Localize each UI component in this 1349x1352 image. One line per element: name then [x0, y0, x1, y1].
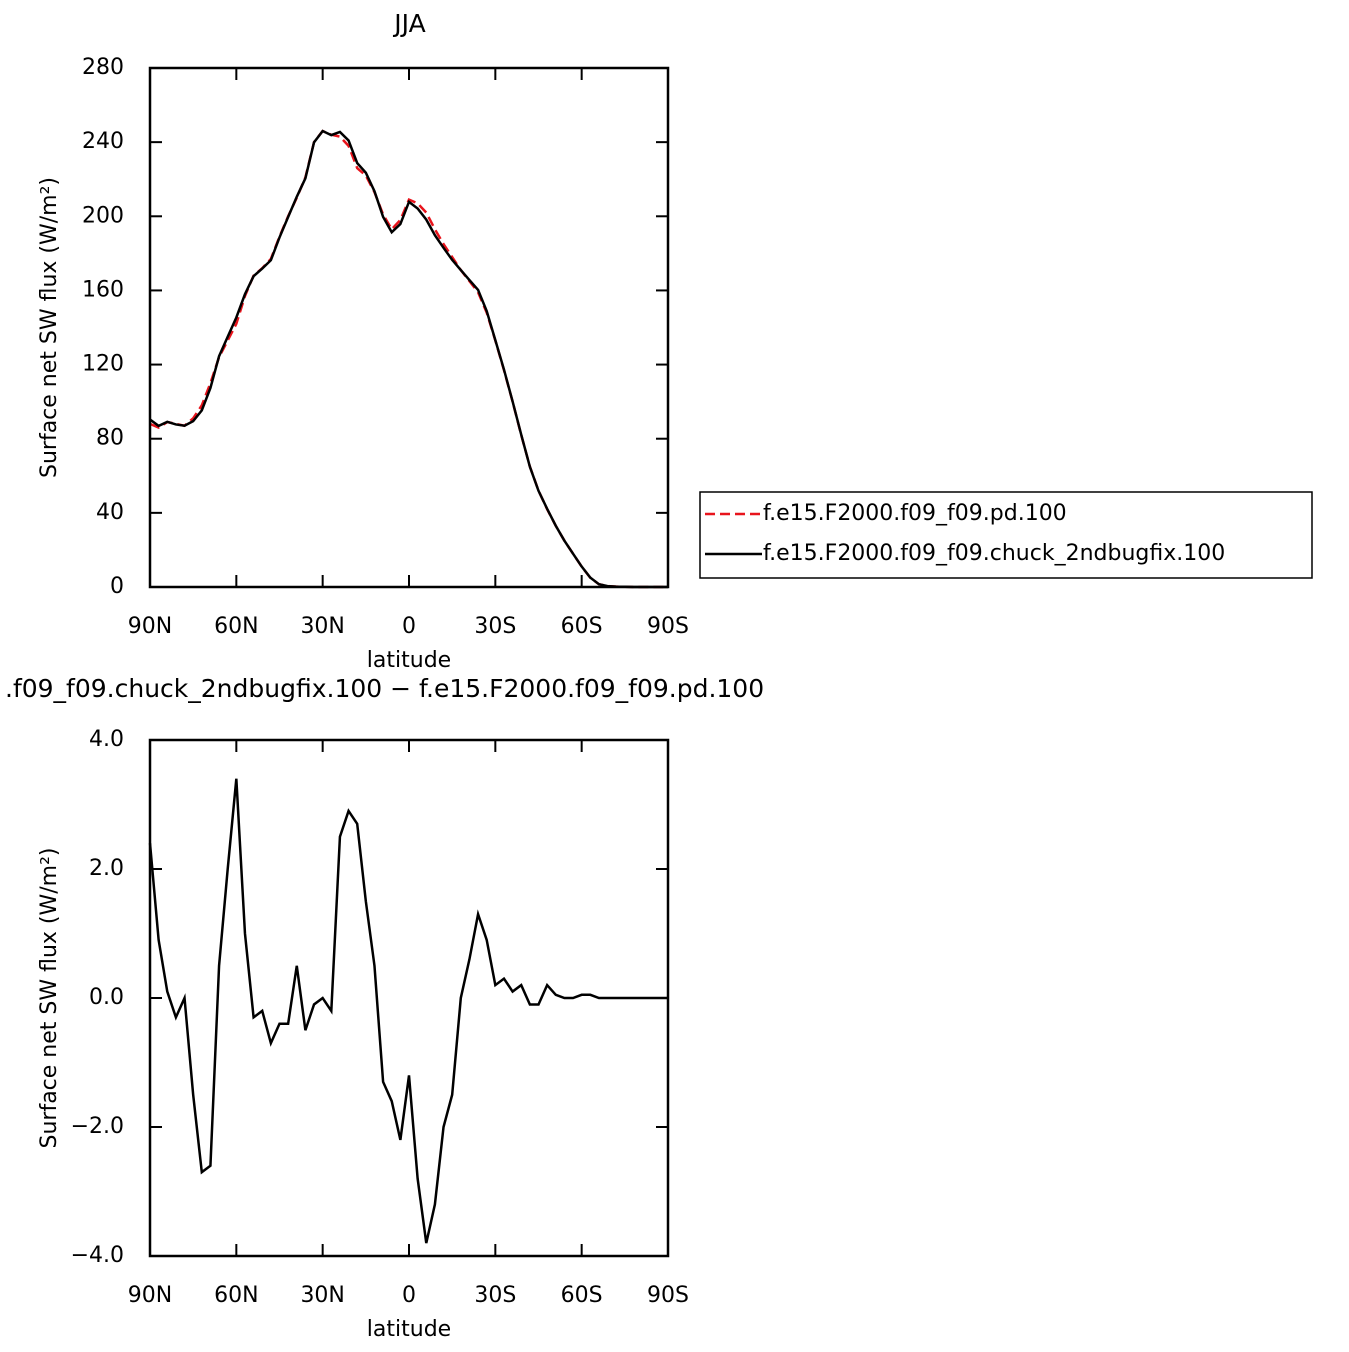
x-tick-label: 0: [402, 614, 416, 639]
y-tick-label: 0: [110, 574, 124, 599]
x-tick-label: 30S: [474, 614, 516, 639]
y-tick-label: 0.0: [89, 985, 124, 1010]
x-tick-label: 30N: [300, 614, 344, 639]
chart-title: JJA: [392, 9, 425, 38]
y-axis-label: Surface net SW flux (W/m²): [37, 847, 62, 1148]
x-tick-label: 0: [402, 1283, 416, 1308]
y-tick-label: 160: [82, 277, 124, 302]
data-line: [149, 129, 668, 589]
y-axis-label: Surface net SW flux (W/m²): [37, 177, 62, 478]
y-tick-label: 200: [82, 203, 124, 228]
x-tick-label: 60S: [561, 614, 603, 639]
chart-title: .f09_f09.chuck_2ndbugfix.100 − f.e15.F20…: [5, 674, 764, 703]
x-axis-label: latitude: [367, 648, 451, 673]
legend-box: [699, 491, 1313, 579]
x-tick-label: 60N: [214, 1283, 258, 1308]
plot-frame: [148, 66, 670, 589]
data-line: [149, 129, 668, 589]
plot-frame: [148, 738, 670, 1258]
y-tick-label: 240: [82, 129, 124, 154]
data-line: [148, 778, 668, 1244]
x-tick-label: 90N: [128, 1283, 172, 1308]
y-tick-label: 4.0: [89, 727, 124, 752]
y-tick-label: 280: [82, 55, 124, 80]
y-tick-label: −2.0: [71, 1114, 124, 1139]
y-tick-label: 40: [96, 500, 124, 525]
x-tick-label: 30S: [474, 1283, 516, 1308]
y-tick-label: −4.0: [71, 1243, 124, 1268]
legend-label: f.e15.F2000.f09_f09.chuck_2ndbugfix.100: [763, 541, 1225, 566]
y-tick-label: 2.0: [89, 856, 124, 881]
y-tick-label: 80: [96, 426, 124, 451]
y-tick-label: 120: [82, 352, 124, 377]
x-tick-label: 90N: [128, 614, 172, 639]
x-axis-label: latitude: [367, 1317, 451, 1342]
legend-label: f.e15.F2000.f09_f09.pd.100: [763, 501, 1067, 526]
x-tick-label: 60S: [561, 1283, 603, 1308]
x-tick-label: 90S: [647, 1283, 689, 1308]
x-tick-label: 30N: [300, 1283, 344, 1308]
x-tick-label: 90S: [647, 614, 689, 639]
x-tick-label: 60N: [214, 614, 258, 639]
